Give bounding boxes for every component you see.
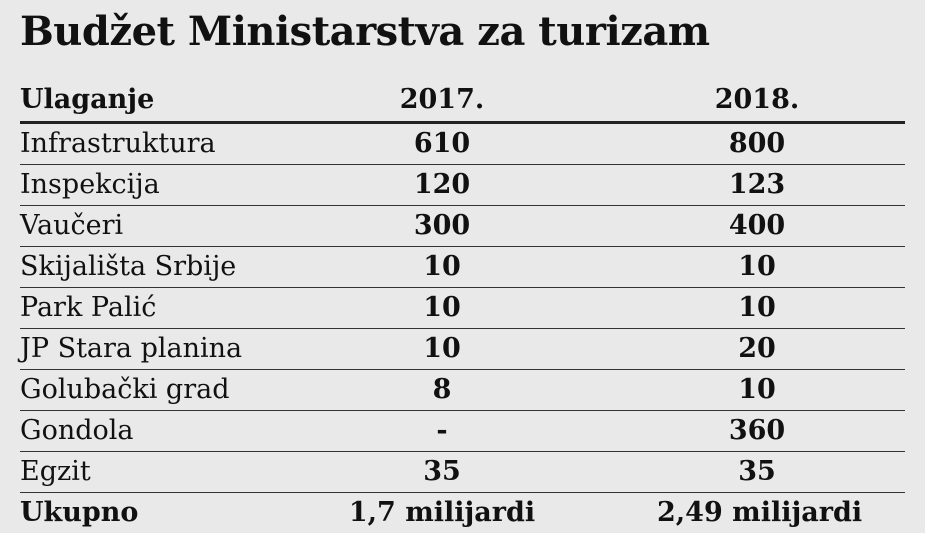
value-2017: - bbox=[436, 415, 448, 446]
total-label: Ukupno bbox=[20, 497, 139, 528]
value-2017: 300 bbox=[413, 210, 471, 241]
budget-table: Ulaganje 2017. 2018. Infrastruktura 610 … bbox=[20, 80, 905, 533]
value-2018: 800 bbox=[728, 128, 786, 159]
value-2017: 35 bbox=[423, 456, 461, 487]
value-2018: 10 bbox=[738, 292, 776, 323]
value-2018: 360 bbox=[728, 415, 786, 446]
value-2017: 10 bbox=[423, 251, 461, 282]
total-2018: 2,49 milijardi bbox=[657, 497, 863, 528]
row-label: Vaučeri bbox=[20, 210, 124, 241]
row-label: JP Stara planina bbox=[20, 333, 243, 364]
row-label: Inspekcija bbox=[20, 169, 160, 200]
table-row: Golubački grad 8 10 bbox=[20, 370, 905, 411]
value-2018: 35 bbox=[738, 456, 776, 487]
value-2018: 10 bbox=[738, 251, 776, 282]
table-row: Egzit 35 35 bbox=[20, 452, 905, 493]
table-row: Inspekcija 120 123 bbox=[20, 165, 905, 206]
header-2017: 2017. bbox=[399, 84, 485, 115]
total-2017: 1,7 milijardi bbox=[348, 497, 536, 528]
table-row: JP Stara planina 10 20 bbox=[20, 329, 905, 370]
table-total-row: Ukupno 1,7 milijardi 2,49 milijardi bbox=[20, 493, 905, 533]
value-2018: 20 bbox=[738, 333, 776, 364]
row-label: Egzit bbox=[20, 456, 91, 487]
table-header-row: Ulaganje 2017. 2018. bbox=[20, 80, 905, 124]
value-2017: 8 bbox=[432, 374, 452, 405]
table-row: Vaučeri 300 400 bbox=[20, 206, 905, 247]
row-label: Park Palić bbox=[20, 292, 157, 323]
value-2017: 10 bbox=[423, 292, 461, 323]
header-ulaganje: Ulaganje bbox=[20, 84, 155, 115]
value-2018: 400 bbox=[728, 210, 786, 241]
value-2017: 10 bbox=[423, 333, 461, 364]
header-2018: 2018. bbox=[714, 84, 800, 115]
table-row: Skijališta Srbije 10 10 bbox=[20, 247, 905, 288]
row-label: Golubački grad bbox=[20, 374, 230, 405]
table-row: Gondola - 360 bbox=[20, 411, 905, 452]
value-2018: 10 bbox=[738, 374, 776, 405]
row-label: Skijališta Srbije bbox=[20, 251, 237, 282]
chart-title: Budžet Ministarstva za turizam bbox=[20, 8, 710, 55]
value-2018: 123 bbox=[728, 169, 786, 200]
table-row: Park Palić 10 10 bbox=[20, 288, 905, 329]
row-label: Infrastruktura bbox=[20, 128, 216, 159]
table-row: Infrastruktura 610 800 bbox=[20, 124, 905, 165]
value-2017: 120 bbox=[413, 169, 471, 200]
value-2017: 610 bbox=[413, 128, 471, 159]
row-label: Gondola bbox=[20, 415, 134, 446]
